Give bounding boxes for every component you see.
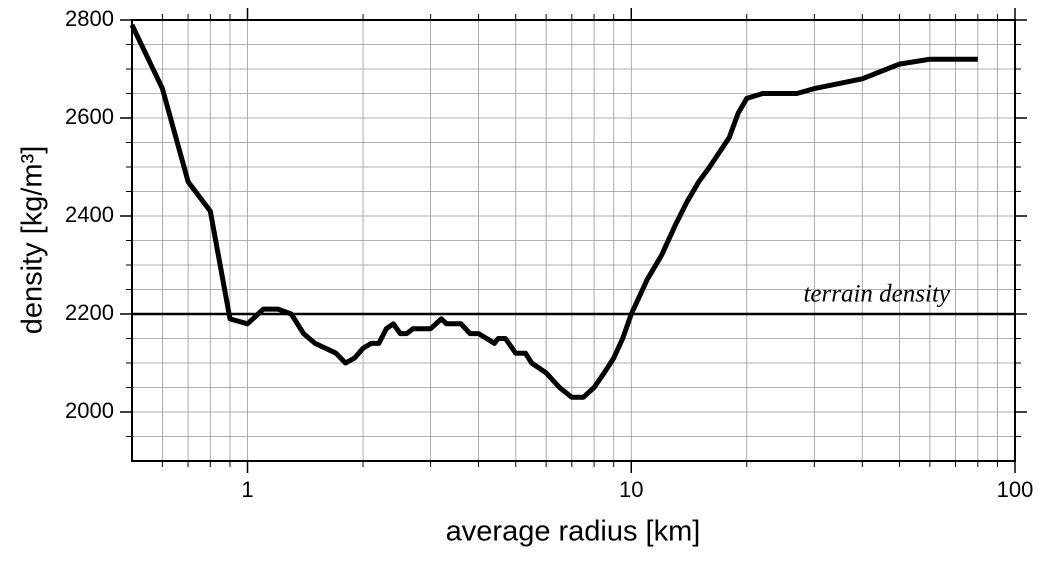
- x-axis-title: average radius [km]: [446, 516, 701, 548]
- y-tick-label: 2800: [65, 6, 114, 31]
- y-tick-label: 2400: [65, 202, 114, 227]
- x-tick-label: 1: [241, 477, 253, 502]
- y-tick-label: 2600: [65, 104, 114, 129]
- x-tick-label: 100: [997, 477, 1034, 502]
- y-tick-label: 2200: [65, 300, 114, 325]
- y-tick-label: 2000: [65, 398, 114, 423]
- plot-frame: [131, 19, 1016, 462]
- y-axis-title: density [kg/m³]: [17, 146, 49, 335]
- x-tick-label: 10: [619, 477, 643, 502]
- data-line: [129, 23, 978, 400]
- reference-label: terrain density: [803, 281, 950, 308]
